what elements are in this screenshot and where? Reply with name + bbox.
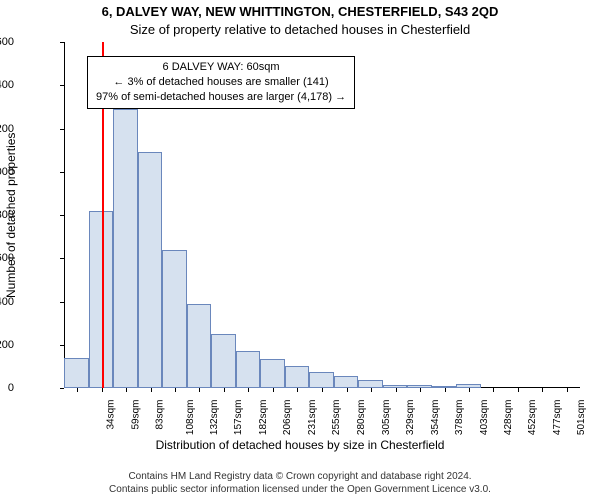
x-tick-label: 477sqm — [552, 400, 563, 436]
x-tick-mark — [518, 388, 519, 392]
x-tick-mark — [469, 388, 470, 392]
x-tick-label: 428sqm — [504, 400, 515, 436]
y-tick-label: 1000 — [0, 166, 14, 178]
histogram-bar — [309, 372, 334, 388]
x-tick-mark — [396, 388, 397, 392]
x-tick-label: 157sqm — [234, 400, 245, 436]
attribution-line-1: Contains HM Land Registry data © Crown c… — [0, 471, 600, 484]
x-tick-mark — [199, 388, 200, 392]
x-tick-label: 354sqm — [430, 400, 441, 436]
page-title: 6, DALVEY WAY, NEW WHITTINGTON, CHESTERF… — [0, 4, 600, 19]
y-tick-label: 600 — [0, 252, 14, 264]
annotation-line-3: 97% of semi-detached houses are larger (… — [96, 90, 346, 105]
annotation-line-1: 6 DALVEY WAY: 60sqm — [96, 60, 346, 75]
x-tick-label: 83sqm — [154, 400, 165, 430]
x-tick-label: 452sqm — [527, 400, 538, 436]
histogram-bar — [162, 250, 187, 388]
attribution-line-2: Contains public sector information licen… — [0, 484, 600, 497]
histogram-bar — [236, 351, 261, 388]
x-tick-mark — [445, 388, 446, 392]
x-tick-mark — [420, 388, 421, 392]
x-tick-label: 329sqm — [405, 400, 416, 436]
x-tick-mark — [493, 388, 494, 392]
histogram-bar — [113, 109, 138, 388]
y-tick-label: 1400 — [0, 79, 14, 91]
histogram-bar — [285, 366, 310, 388]
x-tick-label: 378sqm — [454, 400, 465, 436]
histogram-bar — [211, 334, 236, 388]
x-tick-mark — [347, 388, 348, 392]
x-tick-label: 255sqm — [331, 400, 342, 436]
y-tick-label: 1200 — [0, 123, 14, 135]
x-tick-label: 182sqm — [258, 400, 269, 436]
y-tick-label: 200 — [0, 339, 14, 351]
histogram-bar — [358, 380, 383, 388]
x-tick-label: 231sqm — [307, 400, 318, 436]
x-tick-label: 59sqm — [130, 400, 141, 430]
y-tick-label: 1600 — [0, 36, 14, 48]
y-axis-line — [64, 42, 65, 388]
x-tick-mark — [77, 388, 78, 392]
x-tick-label: 305sqm — [381, 400, 392, 436]
x-tick-mark — [248, 388, 249, 392]
histogram-bar — [260, 359, 285, 388]
histogram-bar — [187, 304, 212, 388]
x-tick-label: 206sqm — [282, 400, 293, 436]
y-axis: 02004006008001000120014001600 — [0, 42, 64, 388]
x-tick-mark — [175, 388, 176, 392]
x-tick-mark — [224, 388, 225, 392]
histogram-bar — [334, 376, 359, 388]
x-tick-mark — [151, 388, 152, 392]
x-tick-mark — [273, 388, 274, 392]
x-tick-mark — [542, 388, 543, 392]
x-tick-label: 403sqm — [479, 400, 490, 436]
x-tick-label: 34sqm — [105, 400, 116, 430]
x-tick-mark — [126, 388, 127, 392]
x-tick-label: 132sqm — [209, 400, 220, 436]
x-tick-mark — [567, 388, 568, 392]
x-tick-mark — [102, 388, 103, 392]
histogram-bar — [64, 358, 89, 388]
chart-annotation: 6 DALVEY WAY: 60sqm ← 3% of detached hou… — [87, 56, 355, 109]
x-tick-mark — [322, 388, 323, 392]
y-tick-label: 800 — [0, 209, 14, 221]
x-tick-mark — [371, 388, 372, 392]
annotation-line-2: ← 3% of detached houses are smaller (141… — [96, 75, 346, 90]
histogram-bar — [138, 152, 163, 388]
y-tick-label: 400 — [0, 296, 14, 308]
x-tick-mark — [297, 388, 298, 392]
x-tick-label: 280sqm — [356, 400, 367, 436]
x-tick-label: 108sqm — [185, 400, 196, 436]
x-tick-label: 501sqm — [576, 400, 587, 436]
y-tick-label: 0 — [0, 382, 14, 394]
page-subtitle: Size of property relative to detached ho… — [0, 22, 600, 37]
x-axis-label: Distribution of detached houses by size … — [0, 438, 600, 452]
attribution-text: Contains HM Land Registry data © Crown c… — [0, 471, 600, 496]
